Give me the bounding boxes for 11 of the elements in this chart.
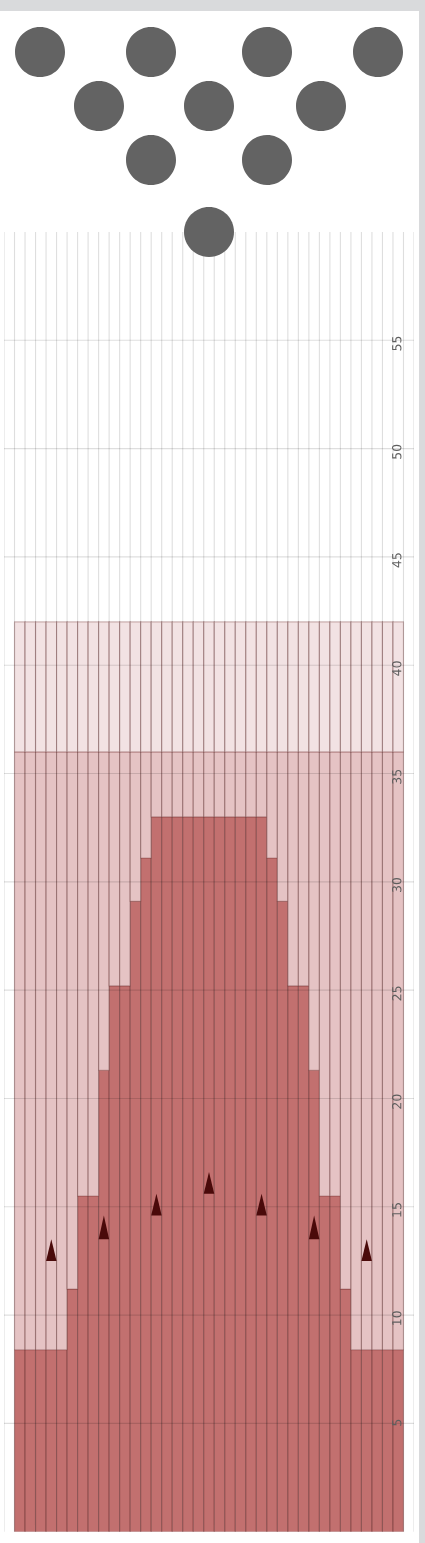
y-tick-label: 5 [392,1419,402,1426]
y-tick-label: 55 [392,336,402,351]
y-tick-label: 20 [392,1094,402,1109]
y-tick-label: 35 [392,769,402,784]
y-tick-label: 25 [392,986,402,1001]
y-tick-label: 30 [392,877,402,893]
y-tick-label: 10 [392,1311,402,1325]
y-tick-label: 15 [392,1203,402,1217]
y-tick-label: 50 [392,444,402,459]
y-tick-label: 40 [392,661,402,676]
y-tick-label: 45 [392,553,402,568]
